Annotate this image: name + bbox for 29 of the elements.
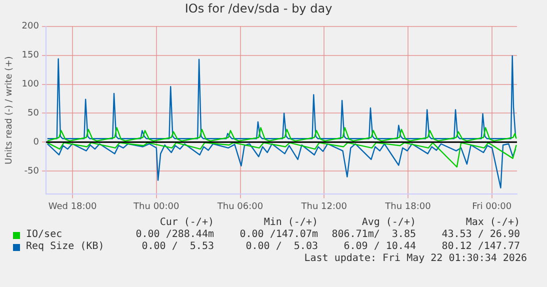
y-tick-label: 0 [33,137,40,148]
text: Min (-/+) [264,217,318,228]
text: Last update: Fri May 22 01:30:34 2026 [304,253,527,264]
y-tick-label: 200 [22,22,40,32]
text: 43.53 / 26.90 [442,229,520,240]
x-tick-label: Thu 18:00 [384,202,432,212]
y-tick-label: 150 [22,50,40,61]
text: 6.09 / 10.44 [344,241,416,252]
x-tick-label: Thu 12:00 [300,202,348,212]
text: 0.00 /147.07m [240,229,318,240]
y-tick-label: 100 [22,80,40,90]
chart-title: IOs for /dev/sda - by day [184,1,332,16]
x-tick-label: Thu 06:00 [216,202,264,212]
text: Cur (-/+) [160,217,214,228]
text: Avg (-/+) [362,217,416,228]
text: Max (-/+) [466,217,520,228]
text: 0.00 /288.44m [136,229,214,240]
legend-label: IO/sec [26,229,62,240]
y-tick-label: -50 [24,166,40,176]
y-tick-label: 50 [28,108,40,119]
text: 80.12 /147.77 [442,241,520,252]
y-axis-title: Units read (-) / write (+) [4,56,15,164]
text: 806.71m/ 3.85 [332,229,416,240]
x-tick-label: Fri 00:00 [472,202,512,212]
x-tick-label: Wed 18:00 [48,202,98,212]
text: 0.00 / 5.53 [142,241,214,252]
text: 0.00 / 5.03 [246,241,318,252]
legend-label: Req Size (KB) [26,241,104,252]
x-tick-label: Thu 00:00 [132,202,180,212]
